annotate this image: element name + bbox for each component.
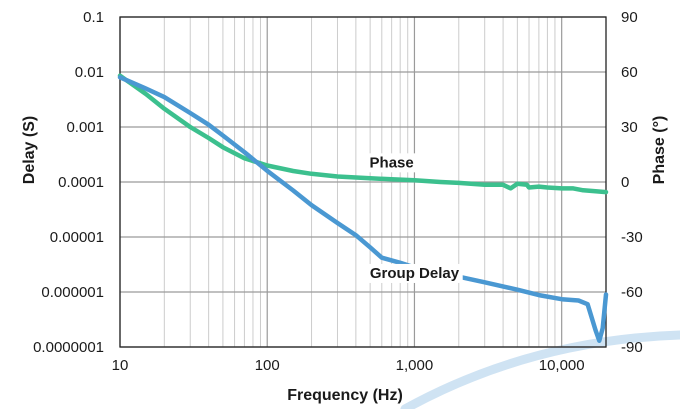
x-axis-title: Frequency (Hz) bbox=[287, 387, 403, 404]
y-axis-right-title: Phase (°) bbox=[651, 116, 668, 185]
y-left-tick-label: 0.1 bbox=[83, 9, 104, 26]
y-right-tick-label: 30 bbox=[621, 119, 638, 136]
y-right-tick-label: -60 bbox=[621, 284, 643, 301]
series-label-phase-backdrop bbox=[366, 153, 417, 173]
y-left-tick-label: 0.000001 bbox=[41, 284, 104, 301]
plot-frame bbox=[119, 16, 607, 348]
decorative-swoosh bbox=[400, 330, 680, 409]
series-layer bbox=[117, 73, 609, 343]
y-left-tick-label: 0.001 bbox=[66, 119, 104, 136]
series-line-group-delay bbox=[117, 75, 609, 343]
y-axis-left-title: Delay (S) bbox=[21, 116, 38, 184]
x-tick-label: 1,000 bbox=[396, 357, 434, 374]
tick-labels: 10 100 1,000 10,000 0.1 0.01 0.001 0.0001 0.0000… bbox=[33, 9, 643, 374]
series-label-phase: Phase bbox=[370, 154, 414, 171]
y-right-tick-label: 90 bbox=[621, 9, 638, 26]
series-annotations: Phase Group Delay bbox=[366, 153, 463, 283]
y-left-tick-label: 0.01 bbox=[75, 64, 104, 81]
x-tick-label: 10 bbox=[112, 357, 129, 374]
y-right-tick-label: 0 bbox=[621, 174, 629, 191]
y-right-tick-label: -30 bbox=[621, 229, 643, 246]
y-right-tick-label: -90 bbox=[621, 339, 643, 356]
major-grid bbox=[119, 16, 606, 348]
y-left-tick-label: 0.00001 bbox=[50, 229, 104, 246]
series-line-phase bbox=[117, 73, 609, 195]
y-left-tick-label: 0.0001 bbox=[58, 174, 104, 191]
x-tick-label: 10,000 bbox=[539, 357, 585, 374]
y-right-tick-label: 60 bbox=[621, 64, 638, 81]
y-left-tick-label: 0.0000001 bbox=[33, 339, 104, 356]
series-label-group-delay-backdrop bbox=[366, 263, 463, 283]
x-tick-label: 100 bbox=[255, 357, 280, 374]
series-label-group-delay: Group Delay bbox=[370, 265, 460, 282]
